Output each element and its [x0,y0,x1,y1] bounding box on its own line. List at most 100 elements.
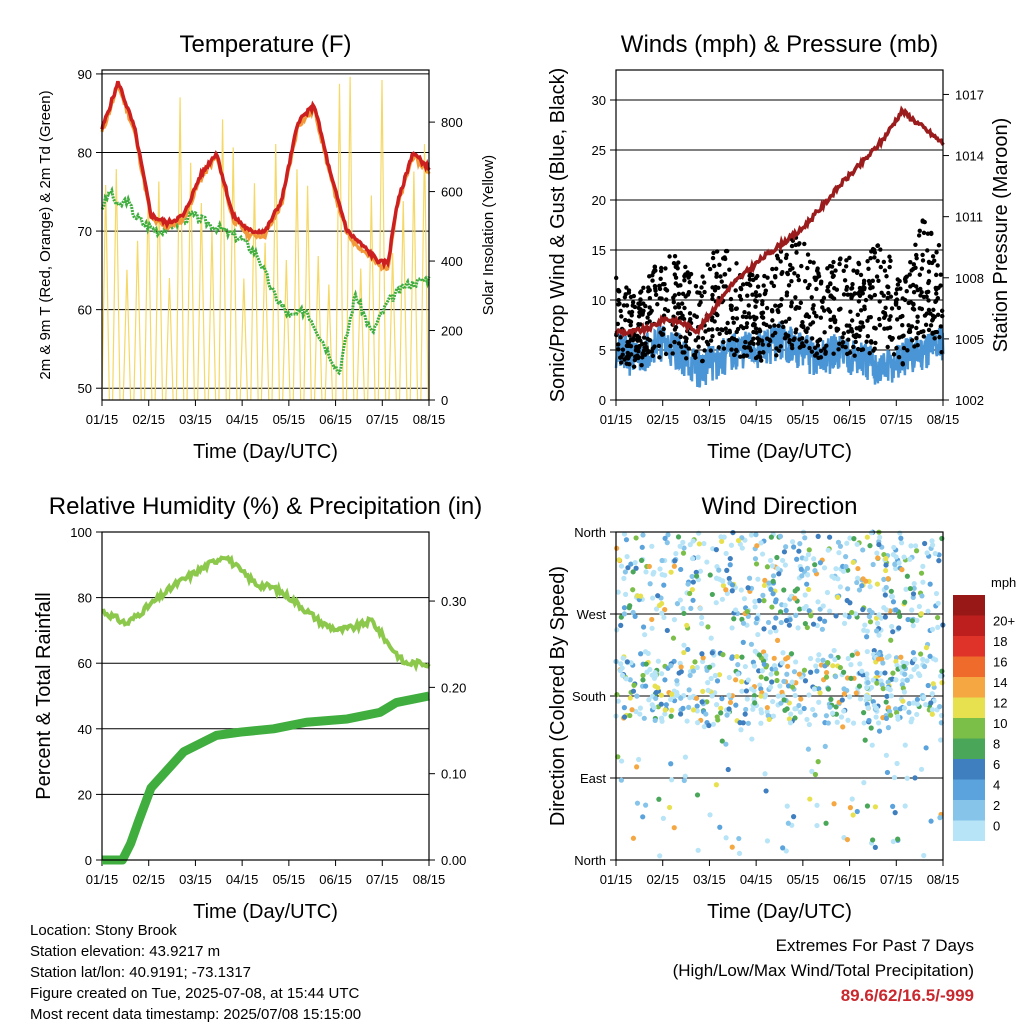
gust-point [807,259,813,265]
direction-point [816,699,822,705]
gust-point [773,303,778,308]
gust-point [911,266,916,272]
direction-point [883,752,889,758]
x-tick-label: 02/15 [132,412,165,427]
direction-point [814,802,820,808]
gust-point [849,326,854,332]
x-tick-label: 06/15 [319,412,352,427]
direction-point [910,700,917,706]
gust-point [644,347,650,352]
direction-point [815,759,821,765]
direction-point [935,600,941,606]
gust-point [637,310,642,315]
direction-point [835,539,842,545]
gust-point [639,363,644,368]
direction-point [640,532,646,538]
y-tick-label: 90 [78,67,92,82]
direction-point [636,756,642,763]
gust-point [826,307,831,312]
gust-point [921,334,926,339]
direction-point [901,689,907,695]
direction-point [743,688,750,694]
gust-point [831,314,837,320]
direction-point [874,628,880,634]
gust-point [652,283,658,289]
direction-point [742,711,748,717]
gust-point [851,333,856,338]
gust-point [684,356,689,361]
direction-point [760,592,766,598]
direction-point [718,710,724,716]
gust-point [722,272,727,277]
direction-point [690,538,696,544]
direction-point [935,624,941,630]
direction-point [883,699,889,705]
gust-point [684,336,689,341]
direction-point [893,565,899,572]
gust-point [925,248,930,253]
direction-point [770,713,777,719]
gust-point [721,339,726,345]
x-tick-label: 05/15 [787,412,820,427]
direction-point [806,721,812,728]
gust-point [710,292,715,298]
gust-point [619,314,624,319]
gust-point [719,279,724,284]
direction-point [653,689,659,696]
gust-point [627,361,632,367]
direction-point [755,631,761,638]
x-tick-label: 05/15 [273,872,306,887]
direction-point [671,617,678,623]
gust-point [760,301,765,307]
gust-point [895,282,901,287]
gust-point [884,274,889,279]
gust-point [662,282,667,287]
direction-point [791,814,797,820]
direction-point [768,671,774,677]
direction-point [819,626,825,632]
direction-point [723,835,729,841]
gust-point [673,305,678,310]
direction-point [902,803,908,809]
direction-point [680,705,686,711]
direction-point [713,575,720,581]
gust-point [616,302,621,307]
gust-point [717,331,722,337]
gust-point [635,333,640,339]
y-tick-label: North [574,525,606,540]
gust-point [757,293,762,298]
gust-point [640,355,645,360]
relative-humidity-line [101,554,431,673]
gust-point [837,261,842,267]
direction-point [837,664,843,671]
gust-point [897,278,902,284]
gust-point [640,312,645,317]
direction-point [634,800,641,806]
humidity-xlabel: Time (Day/UTC) [193,901,338,923]
gust-point [885,344,890,350]
direction-point [745,585,751,591]
direction-point [832,673,839,680]
direction-point [630,835,637,841]
direction-point [649,616,655,623]
gust-point [908,259,913,265]
direction-point [921,694,927,700]
direction-point [910,650,916,656]
gust-point [770,309,775,314]
direction-point [874,581,881,587]
gust-point [820,305,825,310]
direction-point [869,742,875,748]
y2-tick-label: 0.30 [441,594,466,609]
direction-point [927,653,933,659]
direction-point [681,545,687,551]
direction-point [633,535,639,541]
gust-point [885,284,890,289]
gust-point [881,293,886,298]
direction-point [857,661,863,667]
gust-point [809,349,815,354]
direction-point [743,706,749,713]
gust-point [663,266,668,271]
gust-point [740,282,746,287]
x-tick-label: 08/15 [927,872,960,887]
gust-point [825,288,830,293]
